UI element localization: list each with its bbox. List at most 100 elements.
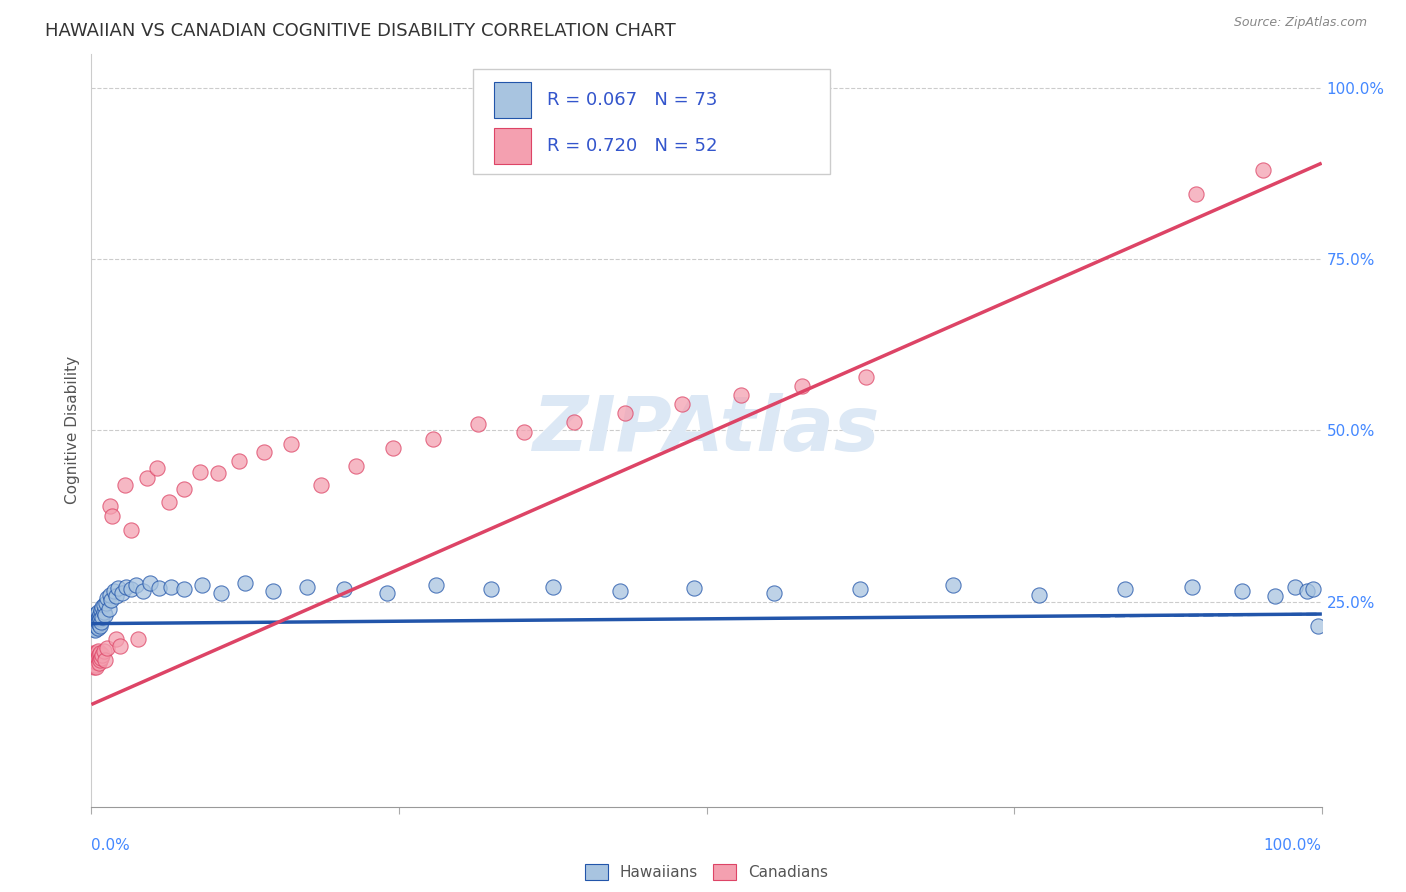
- Point: [207, 466, 229, 480]
- Point: [84, 657, 107, 672]
- Point: [83, 660, 105, 674]
- FancyBboxPatch shape: [472, 69, 830, 174]
- Point: [562, 415, 585, 429]
- Point: [84, 614, 107, 628]
- Point: [98, 588, 121, 602]
- Point: [683, 581, 706, 595]
- Point: [86, 644, 108, 658]
- Point: [157, 495, 180, 509]
- Point: [1251, 163, 1274, 178]
- Point: [114, 478, 136, 492]
- Point: [479, 582, 502, 597]
- Point: [381, 441, 404, 455]
- Point: [614, 406, 637, 420]
- Point: [87, 648, 110, 662]
- Point: [467, 417, 489, 431]
- Point: [90, 651, 112, 665]
- Point: [108, 639, 131, 653]
- Point: [96, 591, 118, 606]
- Point: [84, 608, 107, 623]
- Point: [228, 454, 250, 468]
- Point: [94, 608, 117, 623]
- Point: [97, 601, 120, 615]
- Point: [84, 618, 107, 632]
- Point: [425, 577, 447, 591]
- Point: [139, 575, 162, 590]
- Point: [103, 584, 125, 599]
- Point: [107, 581, 129, 595]
- Point: [84, 624, 107, 638]
- Text: Source: ZipAtlas.com: Source: ZipAtlas.com: [1233, 16, 1367, 29]
- Point: [94, 653, 117, 667]
- Text: HAWAIIAN VS CANADIAN COGNITIVE DISABILITY CORRELATION CHART: HAWAIIAN VS CANADIAN COGNITIVE DISABILIT…: [45, 22, 676, 40]
- Point: [120, 582, 142, 597]
- Point: [1306, 618, 1329, 632]
- Point: [87, 614, 110, 628]
- Point: [84, 651, 107, 665]
- Point: [671, 397, 693, 411]
- Point: [1302, 582, 1324, 597]
- Point: [100, 593, 122, 607]
- Point: [83, 616, 105, 631]
- Point: [145, 461, 167, 475]
- Point: [375, 586, 398, 600]
- Point: [233, 575, 256, 590]
- FancyBboxPatch shape: [494, 82, 530, 118]
- Point: [105, 632, 127, 647]
- Text: 100.0%: 100.0%: [1264, 838, 1322, 853]
- Point: [83, 622, 105, 636]
- Point: [295, 580, 318, 594]
- Text: 0.0%: 0.0%: [91, 838, 131, 853]
- Point: [89, 612, 111, 626]
- Point: [91, 600, 114, 615]
- Point: [91, 648, 114, 662]
- Point: [86, 616, 108, 631]
- Point: [82, 612, 104, 626]
- Point: [86, 612, 108, 626]
- Point: [83, 649, 105, 664]
- Point: [792, 379, 814, 393]
- Point: [344, 458, 367, 473]
- Point: [262, 584, 284, 599]
- Point: [941, 577, 963, 591]
- Point: [82, 653, 104, 667]
- Point: [82, 646, 104, 660]
- Point: [96, 641, 118, 656]
- Point: [188, 465, 211, 479]
- Point: [173, 582, 195, 597]
- Point: [105, 589, 127, 603]
- Point: [209, 586, 232, 600]
- Point: [1284, 580, 1306, 594]
- Point: [86, 621, 108, 635]
- Point: [86, 655, 108, 669]
- Text: R = 0.720   N = 52: R = 0.720 N = 52: [547, 136, 717, 155]
- Point: [93, 644, 115, 658]
- Point: [332, 582, 354, 597]
- Point: [91, 609, 114, 624]
- Point: [93, 598, 115, 612]
- Point: [111, 586, 134, 600]
- Point: [86, 613, 108, 627]
- Point: [849, 582, 872, 597]
- Point: [83, 655, 105, 669]
- Point: [87, 616, 110, 631]
- Point: [1264, 589, 1286, 603]
- Point: [173, 482, 195, 496]
- Point: [83, 609, 105, 624]
- Point: [84, 648, 107, 662]
- Point: [148, 581, 170, 595]
- Point: [1185, 186, 1208, 201]
- Point: [86, 618, 108, 632]
- Point: [82, 618, 104, 632]
- Point: [98, 499, 121, 513]
- Point: [86, 660, 108, 674]
- Point: [86, 605, 108, 619]
- Point: [87, 657, 110, 671]
- Point: [90, 615, 112, 630]
- Point: [87, 609, 110, 624]
- Point: [89, 607, 111, 621]
- Point: [83, 621, 105, 635]
- Point: [311, 478, 333, 492]
- Point: [86, 607, 108, 621]
- Point: [191, 577, 214, 591]
